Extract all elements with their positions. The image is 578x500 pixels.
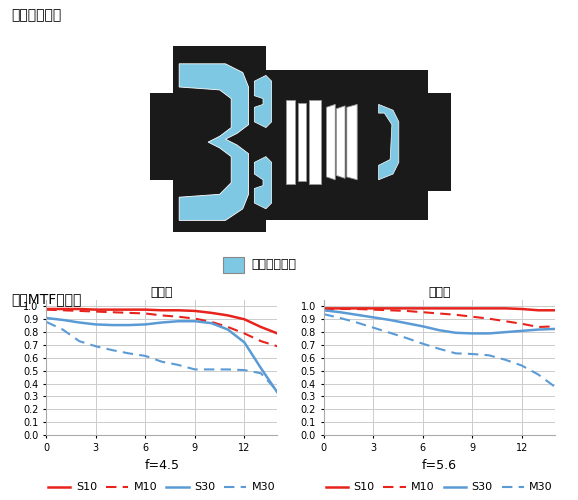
Polygon shape — [179, 64, 249, 220]
Polygon shape — [254, 156, 272, 209]
Polygon shape — [173, 46, 428, 232]
Polygon shape — [336, 106, 345, 178]
Polygon shape — [298, 103, 306, 181]
Polygon shape — [309, 100, 321, 184]
Text: f=4.5: f=4.5 — [144, 460, 179, 472]
Title: 望远端: 望远端 — [428, 286, 450, 299]
Legend: S10, M10, S30, M30: S10, M10, S30, M30 — [321, 478, 557, 497]
Polygon shape — [347, 104, 357, 180]
Polygon shape — [286, 100, 295, 184]
Text: 非球面镜片组: 非球面镜片组 — [251, 258, 297, 271]
Text: 镜头结构图：: 镜头结构图： — [12, 8, 62, 22]
Polygon shape — [254, 76, 272, 128]
Polygon shape — [327, 104, 335, 180]
Polygon shape — [379, 104, 399, 180]
Polygon shape — [150, 93, 173, 180]
Title: 广角端: 广角端 — [151, 286, 173, 299]
Text: f=5.6: f=5.6 — [422, 460, 457, 472]
Polygon shape — [428, 93, 451, 192]
Legend: S10, M10, S30, M30: S10, M10, S30, M30 — [44, 478, 280, 497]
FancyBboxPatch shape — [223, 256, 244, 272]
Text: 镜头MTF曲线：: 镜头MTF曲线： — [12, 292, 82, 306]
